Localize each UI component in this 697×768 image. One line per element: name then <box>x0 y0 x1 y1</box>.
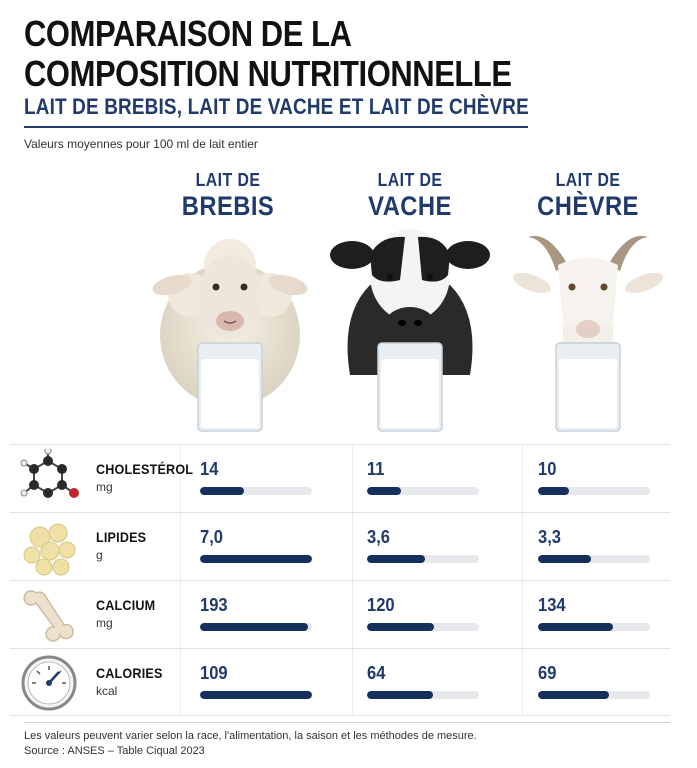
nutrient-label: CALORIES kcal <box>96 665 170 698</box>
bar-cell-vache: 11 <box>367 459 482 495</box>
bar-track <box>200 555 312 563</box>
bar-track <box>367 623 479 631</box>
nutrient-unit: mg <box>96 480 113 494</box>
nutrient-row-calcium: CALCIUM mg 193 120 134 <box>10 580 670 648</box>
column-header-vache: LAIT DE VACHE <box>325 170 495 222</box>
bar-cell-vache: 120 <box>367 595 482 631</box>
nutrient-row-lipides: LIPIDES g 7,0 3,6 3,3 <box>10 512 670 580</box>
bar-track <box>538 555 650 563</box>
column-header-big: CHÈVRE <box>537 191 639 221</box>
bar-track <box>367 487 479 495</box>
column-header-brebis: LAIT DE BREBIS <box>143 170 313 222</box>
data-label: 10 <box>538 459 557 479</box>
title-line-1: COMPARAISON DE LA <box>24 13 352 54</box>
bar-cell-brebis: 14 <box>200 459 315 495</box>
bar <box>367 623 435 631</box>
bar-cell-brebis: 7,0 <box>200 527 315 563</box>
bar <box>200 555 312 563</box>
bar-track <box>538 487 650 495</box>
bar-track <box>200 623 312 631</box>
nutrient-unit: g <box>96 548 103 562</box>
fat-globules-icon <box>18 517 80 577</box>
data-label: 14 <box>200 459 219 479</box>
bar-track <box>200 487 312 495</box>
column-header-chevre: LAIT DE CHÈVRE <box>503 170 673 222</box>
bar-track <box>367 555 479 563</box>
bar-track <box>538 691 650 699</box>
bar <box>200 623 309 631</box>
data-label: 120 <box>367 595 395 615</box>
data-label: 3,3 <box>538 527 562 547</box>
nutrient-name: CHOLESTÉROL <box>96 461 194 477</box>
molecule-icon <box>18 449 80 509</box>
nutrient-name: CALORIES <box>96 665 163 681</box>
footer-source: Source : ANSES – Table Ciqual 2023 <box>24 745 205 757</box>
bar <box>200 487 244 495</box>
footer: Les valeurs peuvent varier selon la race… <box>24 729 477 759</box>
bar-cell-vache: 3,6 <box>367 527 482 563</box>
bar-cell-brebis: 109 <box>200 663 315 699</box>
note: Valeurs moyennes pour 100 ml de lait ent… <box>24 137 258 151</box>
bar <box>367 691 433 699</box>
subtitle: LAIT DE BREBIS, LAIT DE VACHE ET LAIT DE… <box>24 94 529 119</box>
data-label: 11 <box>367 459 385 479</box>
bar <box>200 691 312 699</box>
column-header-big: VACHE <box>368 191 452 221</box>
bar <box>538 691 609 699</box>
bar <box>538 555 591 563</box>
nutrient-unit: kcal <box>96 684 118 698</box>
bar-track <box>200 691 312 699</box>
column-header-big: BREBIS <box>181 191 275 221</box>
bar <box>367 555 425 563</box>
nutrient-table: CHOLESTÉROL mg 14 11 10 LIPIDES g 7,0 3,6 3,… <box>10 444 670 716</box>
nutrient-label: CALCIUM mg <box>96 597 162 630</box>
page-title: COMPARAISON DE LA COMPOSITION NUTRITIONN… <box>24 14 592 94</box>
cow-icon <box>330 225 490 435</box>
sheep-icon <box>150 225 310 435</box>
data-label: 109 <box>200 663 228 683</box>
gauge-icon <box>18 653 80 713</box>
bar <box>538 487 570 495</box>
goat-icon <box>508 225 668 435</box>
data-label: 69 <box>538 663 557 683</box>
nutrient-unit: mg <box>96 616 113 630</box>
column-header-small: LAIT DE <box>195 170 261 190</box>
column-header-small: LAIT DE <box>555 170 621 190</box>
bar-cell-chèvre: 3,3 <box>538 527 653 563</box>
nutrient-label: LIPIDES g <box>96 529 152 562</box>
nutrient-name: LIPIDES <box>96 529 147 545</box>
bar <box>367 487 402 495</box>
bar <box>538 623 614 631</box>
bar-track <box>367 691 479 699</box>
title-line-2: COMPOSITION NUTRITIONNELLE <box>24 53 512 94</box>
nutrient-label: CHOLESTÉROL mg <box>96 461 204 494</box>
footer-disclaimer: Les valeurs peuvent varier selon la race… <box>24 730 477 742</box>
bar-cell-brebis: 193 <box>200 595 315 631</box>
bar-cell-chèvre: 69 <box>538 663 653 699</box>
subtitle-rule <box>24 126 528 128</box>
nutrient-name: CALCIUM <box>96 597 156 613</box>
data-label: 7,0 <box>200 527 224 547</box>
bar-cell-vache: 64 <box>367 663 482 699</box>
bar-cell-chèvre: 134 <box>538 595 653 631</box>
data-label: 3,6 <box>367 527 391 547</box>
bar-track <box>538 623 650 631</box>
nutrient-row-cholesterol: CHOLESTÉROL mg 14 11 10 <box>10 444 670 512</box>
bone-icon <box>18 585 80 645</box>
nutrient-row-calories: CALORIES kcal 109 64 69 <box>10 648 670 716</box>
footer-rule <box>24 722 670 723</box>
data-label: 134 <box>538 595 566 615</box>
data-label: 193 <box>200 595 228 615</box>
bar-cell-chèvre: 10 <box>538 459 653 495</box>
data-label: 64 <box>367 663 386 683</box>
column-header-small: LAIT DE <box>377 170 443 190</box>
